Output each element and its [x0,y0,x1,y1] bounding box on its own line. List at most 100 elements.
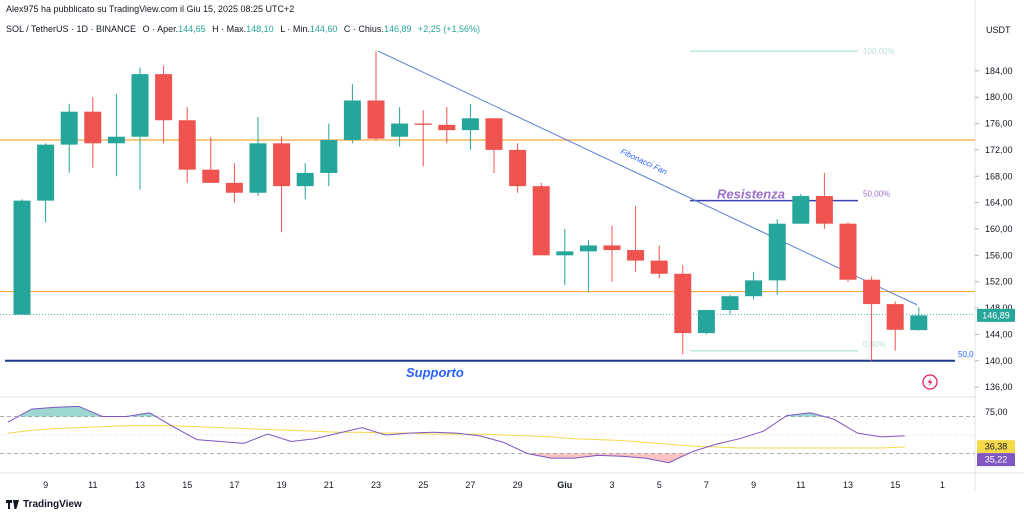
candle[interactable] [863,276,881,361]
candle-body [674,273,692,334]
candle[interactable] [603,225,621,282]
currency-label: USDT [986,25,1011,35]
rsi-value-tag: 35,22 [985,455,1008,465]
price-tick-label: 160,00 [985,224,1013,234]
candle-body [627,250,645,261]
support-label: Supporto [406,365,464,380]
candle[interactable] [249,116,267,197]
candle[interactable] [839,222,857,282]
candle[interactable] [650,245,668,279]
candle-body [225,182,243,193]
time-tick-label: 7 [704,480,709,490]
time-tick-label: 21 [324,480,334,490]
candle-body [320,140,338,173]
price-tick-label: 176,00 [985,119,1013,129]
low-value: 144,60 [309,24,338,34]
brand-text: TradingView [23,499,82,510]
candle[interactable] [485,118,503,173]
candle-body [273,143,291,187]
candle[interactable] [532,182,550,256]
candle[interactable] [60,103,78,173]
candle[interactable] [37,143,55,223]
candle[interactable] [745,271,763,300]
candle[interactable] [202,136,220,183]
time-tick-label: Giu [557,480,572,490]
price-tick-label: 180,00 [985,92,1013,102]
candle[interactable] [13,199,31,315]
time-tick-label: 29 [513,480,523,490]
candle[interactable] [674,265,692,355]
candle[interactable] [225,163,243,203]
rsi-ma-line[interactable] [7,425,905,449]
lightning-icon[interactable] [922,374,938,390]
candle[interactable] [815,172,833,229]
price-tick-label: 136,00 [985,382,1013,392]
open-value: 144,65 [178,24,206,34]
price-tick-label: 152,00 [985,277,1013,287]
time-tick-label: 13 [843,480,853,490]
candle[interactable] [178,107,196,183]
price-tick-label: 144,00 [985,329,1013,339]
candle-body [839,223,857,280]
time-tick-label: 11 [88,480,97,490]
candle[interactable] [391,107,409,147]
price-tick-label: 148,00 [985,303,1013,313]
candle-body [603,245,621,251]
candle[interactable] [343,84,361,144]
candle[interactable] [461,103,479,150]
candle-body [438,124,456,131]
candle[interactable] [414,110,432,167]
candle[interactable] [697,310,715,335]
time-tick-label: 17 [229,480,239,490]
price-tick-label: 164,00 [985,198,1013,208]
candle[interactable] [296,163,314,200]
time-tick-label: 5 [657,480,662,490]
ohlc-header: SOL / TetherUS · 1D · BINANCE O · Aper.1… [6,24,480,34]
candle-body [815,196,833,224]
candle-body [178,120,196,170]
candle[interactable] [768,219,786,295]
candle[interactable] [131,67,149,190]
candle[interactable] [509,143,527,193]
high-label: H · Max. [212,24,247,34]
tradingview-logo-icon [6,500,20,509]
candle-body [296,172,314,187]
candle[interactable] [367,51,385,141]
tradingview-brand[interactable]: TradingView [6,499,82,510]
candle[interactable] [579,240,597,292]
open-label: O · Aper. [142,24,179,34]
fan-label: Fibonacci Fan [619,147,669,177]
candle[interactable] [556,228,574,285]
candle[interactable] [107,93,125,177]
candle[interactable] [627,205,645,272]
candle[interactable] [320,123,338,187]
candle-body [745,280,763,297]
candle[interactable] [273,136,291,233]
time-tick-label: 25 [418,480,428,490]
time-tick-label: 27 [465,480,475,490]
price-tick-label: 140,00 [985,356,1013,366]
fib-label-0: 0,00% [863,340,886,349]
candle[interactable] [792,194,810,224]
low-label: L · Min. [280,24,310,34]
candle-body [249,143,267,193]
candle-body [107,136,125,144]
candle[interactable] [438,107,456,144]
fibonacci-fan-line[interactable] [377,50,918,306]
fib-label-50: 50,00% [863,190,890,199]
symbol-info[interactable]: SOL / TetherUS · 1D · BINANCE [6,24,137,34]
candle[interactable] [721,294,739,315]
price-tick-label: 172,00 [985,145,1013,155]
time-tick-label: 15 [182,480,192,490]
candle-body [13,200,31,315]
candle[interactable] [886,301,904,351]
candle[interactable] [84,97,102,168]
rsi-line[interactable] [7,405,905,464]
candle-body [768,223,786,281]
candle-body [37,144,55,201]
candle-body [721,296,739,311]
candle[interactable] [155,65,173,144]
publisher-text: Alex975 ha pubblicato su TradingView.com… [6,4,295,14]
candle[interactable] [910,307,928,331]
